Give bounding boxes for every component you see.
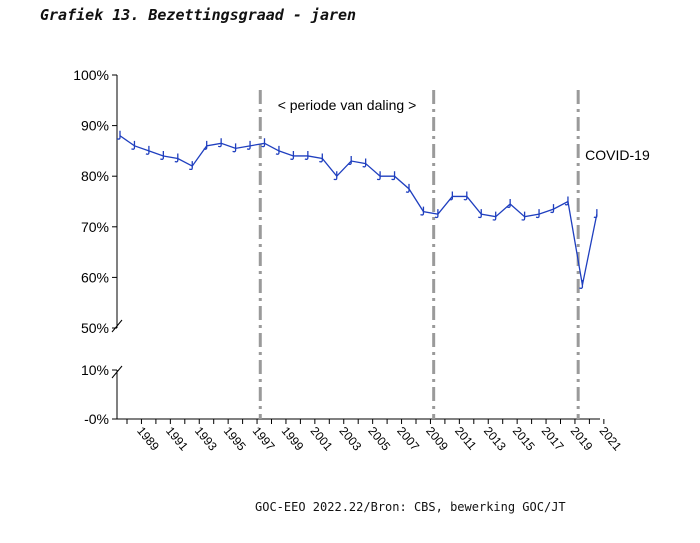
y-tick-label: 70% xyxy=(81,219,109,235)
source-note: GOC-EEO 2022.22/Bron: CBS, bewerking GOC… xyxy=(255,500,566,514)
reference-lines xyxy=(258,90,580,419)
data-point xyxy=(593,209,598,219)
x-tick-label: 2021 xyxy=(597,424,625,454)
data-point xyxy=(449,191,453,201)
x-tick-label: 2011 xyxy=(452,424,480,453)
x-tick-label: 2017 xyxy=(539,424,567,454)
y-tick-label: 80% xyxy=(81,168,109,184)
data-point xyxy=(521,211,526,221)
data-point xyxy=(463,191,468,201)
x-tick-label: 1993 xyxy=(192,424,220,454)
data-point xyxy=(420,206,425,216)
data-point xyxy=(347,156,352,165)
data-point xyxy=(246,140,251,150)
y-tick-label: 90% xyxy=(81,118,109,134)
data-point xyxy=(131,140,136,150)
data-point xyxy=(261,138,266,148)
y-tick-label: -0% xyxy=(84,411,109,427)
data-point xyxy=(506,199,511,209)
y-tick-label: 60% xyxy=(81,269,109,285)
chart-axes: 100%90%80%70%60%50%10%-0%1989 1991 1993 199… xyxy=(73,67,624,454)
data-point xyxy=(189,161,193,171)
y-axis-break-mark xyxy=(111,319,123,333)
x-tick-label: 2009 xyxy=(423,424,451,454)
chart-series xyxy=(116,130,598,289)
data-point xyxy=(319,153,323,163)
data-point xyxy=(116,130,121,140)
x-tick-label: 1991 xyxy=(163,424,191,454)
x-tick-label: 2015 xyxy=(510,424,538,454)
data-point xyxy=(405,183,410,193)
x-tick-label: 2007 xyxy=(394,424,422,454)
data-point xyxy=(232,143,237,153)
x-tick-label: 1989 xyxy=(134,424,162,454)
y-tick-label: 50% xyxy=(81,320,109,336)
x-tick-label: 2005 xyxy=(365,424,393,454)
x-tick-label: 2013 xyxy=(481,424,509,454)
data-point xyxy=(290,150,295,160)
data-point xyxy=(174,153,179,163)
x-tick-label: 2003 xyxy=(336,424,364,454)
data-point xyxy=(203,140,208,150)
data-point xyxy=(333,171,338,181)
data-point xyxy=(376,171,381,181)
x-tick-label: 1999 xyxy=(279,424,307,454)
data-point xyxy=(434,209,439,219)
series-line xyxy=(119,135,598,286)
annotation-label: COVID-19 xyxy=(585,147,650,163)
data-point xyxy=(362,158,367,168)
x-tick-label: 2001 xyxy=(308,424,336,454)
data-point xyxy=(145,145,150,155)
y-tick-label: 10% xyxy=(81,362,109,378)
data-point xyxy=(492,211,497,221)
chart-annotations: < periode van daling > COVID-19 xyxy=(278,97,650,163)
data-point xyxy=(478,209,482,219)
x-tick-label: 2019 xyxy=(568,424,596,454)
data-point xyxy=(275,145,280,155)
data-point xyxy=(550,204,555,214)
data-point xyxy=(535,209,540,219)
x-tick-label: 1997 xyxy=(250,424,278,454)
data-point xyxy=(304,150,309,160)
data-point xyxy=(564,196,569,206)
data-point xyxy=(160,150,164,160)
chart-title: Grafiek 13. Bezettingsgraad - jaren xyxy=(40,6,357,24)
annotation-label: < periode van daling > xyxy=(278,97,417,113)
y-axis-break-mark xyxy=(111,365,123,379)
data-point xyxy=(579,279,584,289)
x-tick-label: 1995 xyxy=(221,424,249,454)
data-point xyxy=(217,138,222,148)
data-point xyxy=(391,171,396,181)
y-tick-label: 100% xyxy=(73,67,109,83)
